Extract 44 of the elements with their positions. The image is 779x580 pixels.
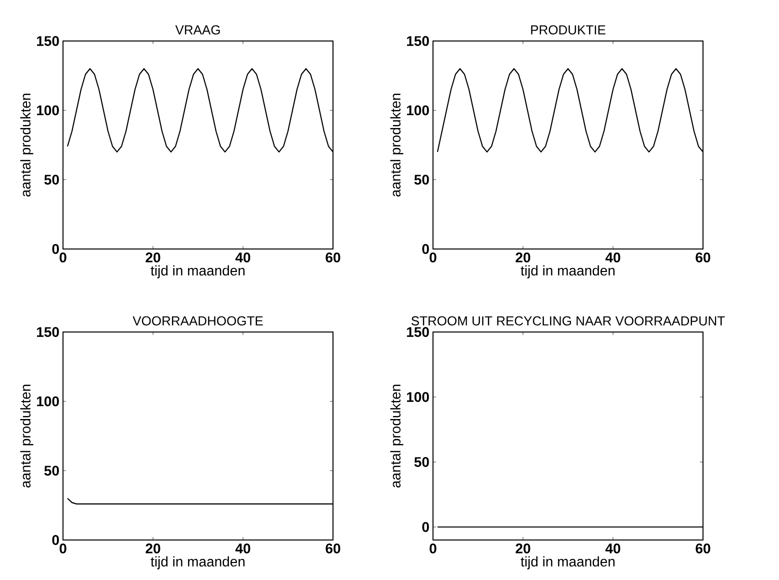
chart-title: STROOM UIT RECYCLING NAAR VOORRAADPUNT: [411, 316, 725, 326]
x-tick-label: 60: [326, 544, 340, 554]
x-tick-label: 0: [430, 252, 436, 262]
y-tick-label: 50: [44, 174, 59, 185]
y-tick-label: 0: [422, 522, 429, 532]
y-tick-label: 150: [36, 327, 59, 337]
x-tick-label: 20: [146, 252, 160, 262]
y-tick-label: 150: [407, 327, 429, 337]
y-tick-label: 150: [407, 36, 429, 46]
y-tick-label: 0: [52, 244, 59, 254]
x-tick-label: 60: [326, 252, 340, 262]
x-axis-title: tijd in maanden: [520, 556, 615, 570]
y-tick-label: 100: [407, 105, 429, 116]
y-tick-label: 100: [36, 396, 59, 406]
x-axis-title: tijd in maanden: [520, 265, 615, 278]
y-tick-label: 0: [52, 535, 59, 545]
y-axis-title: aantal produkten: [390, 94, 404, 197]
y-tick-label: 100: [407, 392, 429, 402]
x-tick-label: 0: [60, 252, 66, 262]
x-tick-label: 40: [605, 252, 620, 262]
x-tick-label: 40: [235, 544, 250, 554]
x-tick-label: 60: [696, 544, 710, 554]
y-axis-title: aantal produkten: [20, 94, 34, 197]
x-axis-title: tijd in maanden: [150, 556, 245, 570]
x-tick-label: 60: [696, 252, 710, 262]
y-tick-label: 150: [36, 36, 59, 46]
x-tick-label: 40: [605, 544, 620, 554]
y-tick-label: 50: [44, 466, 59, 476]
chart-title: VRAAG: [175, 25, 220, 34]
x-tick-label: 40: [235, 252, 250, 262]
y-tick-label: 50: [414, 174, 429, 185]
x-tick-label: 20: [146, 544, 160, 554]
x-tick-label: 20: [516, 252, 530, 262]
x-axis-title: tijd in maanden: [150, 265, 245, 278]
y-axis-title: aantal produkten: [390, 384, 404, 488]
chart-title: VOORRAADHOOGTE: [132, 316, 263, 326]
y-tick-label: 100: [36, 105, 59, 116]
chart-title: PRODUKTIE: [531, 25, 606, 34]
x-tick-label: 0: [60, 544, 66, 554]
y-tick-label: 0: [422, 244, 429, 254]
x-tick-label: 20: [516, 544, 530, 554]
y-axis-title: aantal produkten: [20, 384, 34, 488]
y-tick-label: 50: [414, 457, 429, 467]
x-tick-label: 0: [430, 544, 436, 554]
